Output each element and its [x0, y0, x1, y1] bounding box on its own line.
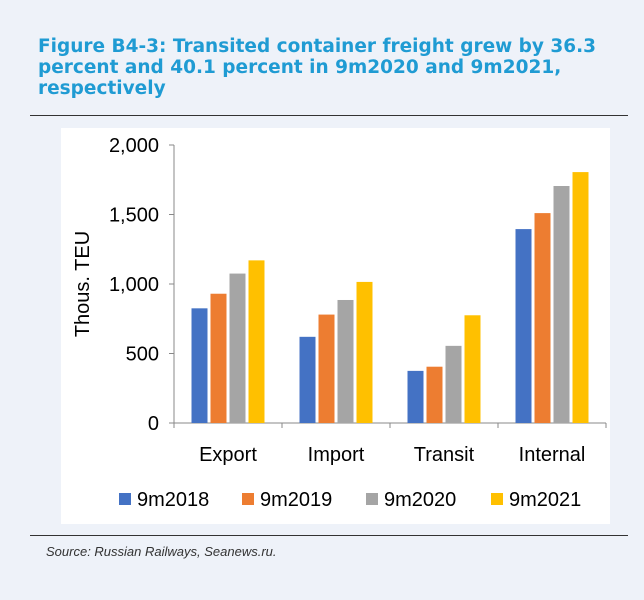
- bar: [356, 281, 373, 423]
- y-tick-label: 0: [148, 413, 159, 435]
- bar: [553, 186, 570, 423]
- bar: [515, 229, 532, 423]
- bar: [318, 314, 335, 423]
- legend-swatch: [119, 493, 131, 505]
- legend-swatch: [366, 493, 378, 505]
- y-tick-label: 500: [126, 344, 159, 366]
- legend-swatch: [242, 493, 254, 505]
- bar: [445, 345, 462, 423]
- x-tick-label: Export: [199, 444, 257, 466]
- legend-label: 9m2018: [137, 489, 209, 511]
- bar: [191, 308, 208, 423]
- source-divider: [30, 535, 628, 536]
- source-note: Source: Russian Railways, Seanews.ru.: [46, 544, 277, 559]
- legend-label: 9m2020: [384, 489, 456, 511]
- y-tick-label: 1,000: [109, 274, 159, 296]
- y-axis-label: Thous. TEU: [72, 231, 94, 337]
- bar: [210, 293, 227, 423]
- x-tick-label: Internal: [519, 444, 586, 466]
- y-tick-label: 2,000: [109, 135, 159, 157]
- title-divider: [30, 115, 628, 116]
- chart-area: 0 500 1,000 1,500 2,000 Thous. TEU Export Impor…: [61, 128, 610, 524]
- legend-label: 9m2019: [260, 489, 332, 511]
- bar: [337, 299, 354, 423]
- bar: [572, 172, 589, 423]
- bar: [299, 336, 316, 423]
- legend-swatch: [491, 493, 503, 505]
- legend-label: 9m2021: [509, 489, 581, 511]
- bar-chart: 0 500 1,000 1,500 2,000 Thous. TEU Export Impor…: [72, 135, 607, 511]
- figure-title: Figure B4-3: Transited container freight…: [38, 36, 597, 99]
- bar: [426, 366, 443, 423]
- bar: [248, 260, 265, 423]
- x-tick-label: Transit: [414, 444, 475, 466]
- bar: [534, 213, 551, 423]
- bar: [407, 370, 424, 423]
- bar: [229, 273, 246, 423]
- y-tick-label: 1,500: [109, 205, 159, 227]
- bar: [464, 315, 481, 423]
- x-tick-label: Import: [308, 444, 365, 466]
